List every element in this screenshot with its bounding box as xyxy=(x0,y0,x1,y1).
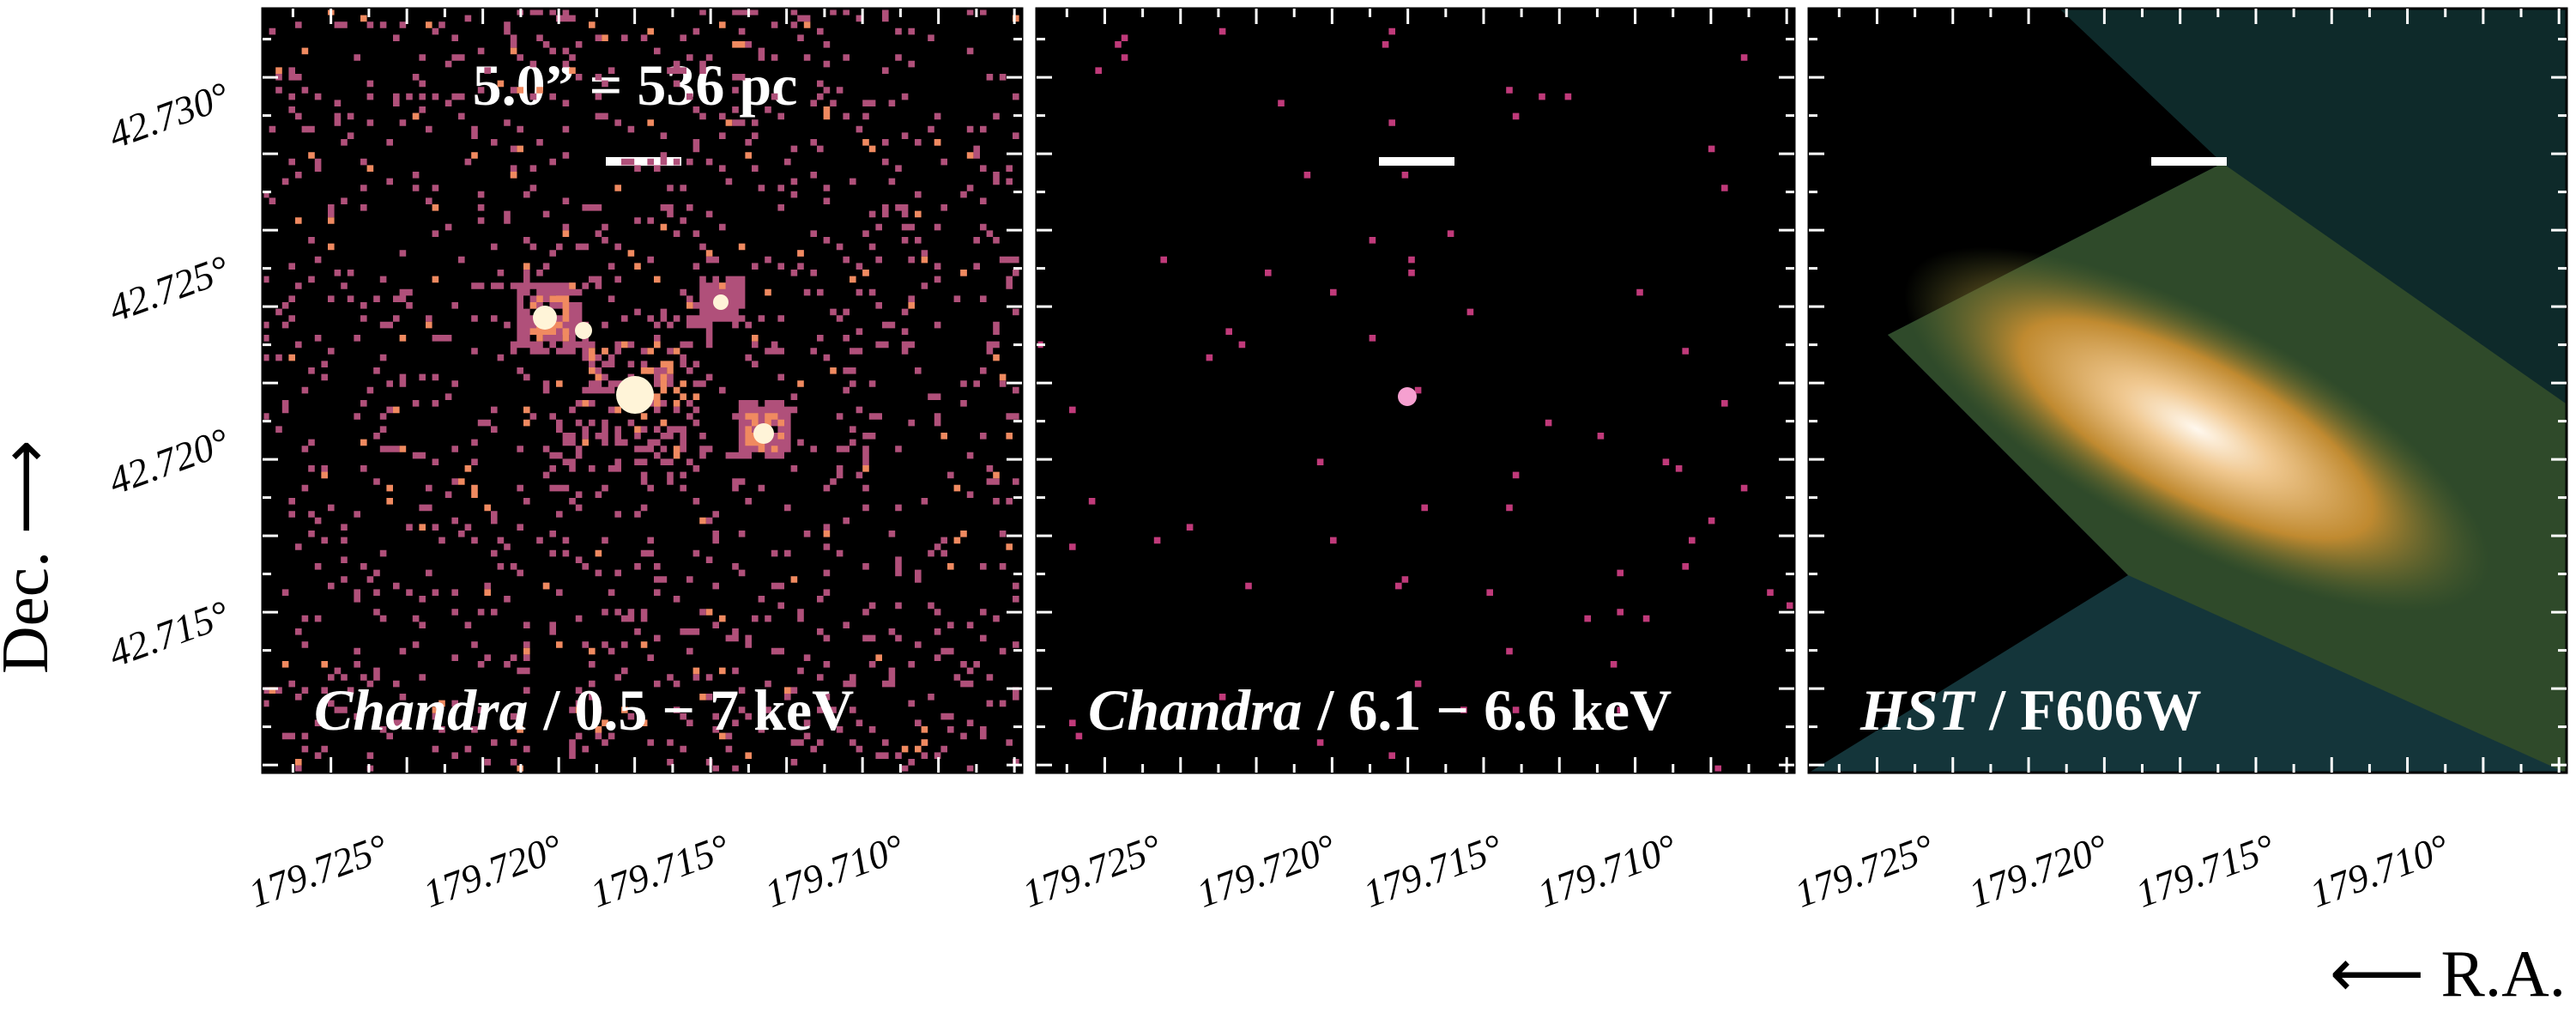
band: / 6.1 − 6.6 keV xyxy=(1316,677,1672,743)
scale-bar xyxy=(1379,157,1454,166)
band: / 0.5 − 7 keV xyxy=(542,677,854,743)
panel-3 xyxy=(1809,9,2567,773)
x-tick-label: 179.715° xyxy=(2130,825,2280,915)
x-tick-label: 179.725° xyxy=(243,825,393,915)
panel-border xyxy=(1807,7,2568,774)
galaxy xyxy=(1903,246,2490,612)
y-tick-label: 42.715° xyxy=(103,591,235,675)
bright-source xyxy=(616,376,654,414)
x-tick-label: 179.710° xyxy=(759,825,910,915)
bright-source xyxy=(713,294,729,310)
bright-source xyxy=(753,423,774,444)
x-tick-label: 179.720° xyxy=(1191,825,1341,915)
hst-chipgap xyxy=(1809,9,2222,773)
x-tick-label: 179.715° xyxy=(1358,825,1508,915)
y-label: Dec. ⟶ xyxy=(0,440,62,674)
frame xyxy=(1807,7,2568,774)
photon-counts xyxy=(263,9,1019,773)
x-tick-label: 179.715° xyxy=(584,825,735,915)
scale-bar xyxy=(2151,157,2227,166)
instrument: HST xyxy=(1859,677,1976,743)
bright-source xyxy=(1398,387,1417,406)
scale-bar xyxy=(606,157,681,166)
panel-border xyxy=(261,7,1024,774)
panel-border xyxy=(1035,7,1796,774)
panel-label: HST / F606W xyxy=(1859,677,2202,743)
x-label: ⟵ R.A. xyxy=(2330,937,2566,1010)
x-tick-label: 179.710° xyxy=(2304,825,2454,915)
x-tick-label: 179.720° xyxy=(1963,825,2113,915)
instrument: Chandra xyxy=(314,677,528,743)
panel-label: Chandra/ 6.1 − 6.6 keV xyxy=(1088,677,1672,743)
y-tick-label: 42.720° xyxy=(103,419,235,502)
scale-label: 5.0” = 536 pc xyxy=(473,52,798,118)
panel-label: Chandra/ 0.5 − 7 keV xyxy=(314,677,854,743)
x-tick-label: 179.725° xyxy=(1789,825,1939,915)
x-tick-label: 179.710° xyxy=(1532,825,1682,915)
x-tick-label: 179.725° xyxy=(1017,825,1167,915)
frame xyxy=(261,7,1024,774)
x-tick-label: 179.720° xyxy=(418,825,568,915)
band: / F606W xyxy=(1988,677,2201,743)
bright-source xyxy=(533,306,557,330)
y-tick-label: 42.725° xyxy=(103,246,235,330)
bright-source xyxy=(575,322,592,339)
y-tick-label: 42.730° xyxy=(103,73,235,156)
frame xyxy=(1035,7,1796,774)
instrument: Chandra xyxy=(1088,677,1302,743)
